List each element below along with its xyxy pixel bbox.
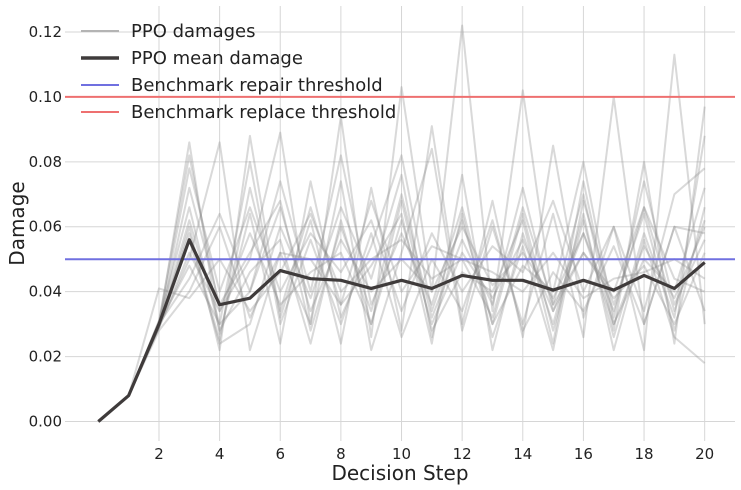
ppo-damage-line-6 [97, 154, 706, 423]
x-axis-label: Decision Step [331, 461, 468, 485]
x-tick-label-20: 20 [695, 445, 714, 463]
x-tick-label-6: 6 [275, 445, 285, 463]
tick-labels: 2 4 6 8 10 12 14 16 18 20 0.00 0.02 0.04 0.06 0.08 0.10… [29, 23, 715, 463]
x-tick-label-2: 2 [154, 445, 164, 463]
ppo-damage-line-10 [97, 199, 706, 423]
ppo-damage-line-11 [97, 160, 705, 423]
ppo-damage-line-12 [97, 173, 706, 423]
ppo-damage-line-9 [97, 167, 706, 423]
x-tick-label-10: 10 [392, 445, 411, 463]
y-tick-label-0.00: 0.00 [29, 413, 62, 431]
ppo-damage-line-15 [97, 219, 706, 423]
legend-label-4: Benchmark replace threshold [131, 102, 396, 123]
legend-label-2: PPO mean damage [131, 48, 303, 69]
ppo-damage-line-4 [97, 173, 706, 423]
legend-label-1: PPO damages [131, 21, 256, 42]
threshold-lines [65, 95, 735, 261]
ppo-damage-line-7 [97, 95, 706, 423]
x-tick-label-16: 16 [574, 445, 593, 463]
ppo-mean-damage-line [97, 238, 706, 423]
y-tick-label-0.06: 0.06 [29, 218, 62, 236]
x-tick-label-14: 14 [513, 445, 532, 463]
ppo-damage-line-8 [97, 180, 706, 423]
ppo-damage-line-1 [97, 135, 706, 423]
y-tick-label-0.12: 0.12 [29, 23, 62, 41]
x-tick-label-12: 12 [453, 445, 472, 463]
legend-label-3: Benchmark repair threshold [131, 75, 383, 96]
y-tick-label-0.10: 0.10 [29, 88, 62, 106]
x-tick-label-4: 4 [215, 445, 225, 463]
x-tick-label-18: 18 [635, 445, 654, 463]
y-tick-label-0.04: 0.04 [29, 283, 62, 301]
x-tick-label-8: 8 [336, 445, 346, 463]
legend: PPO damages PPO mean damage Benchmark repa… [81, 21, 396, 123]
ppo-damage-line-2 [97, 53, 706, 423]
y-tick-label-0.02: 0.02 [29, 348, 62, 366]
y-axis-label: Damage [5, 181, 29, 265]
y-tick-label-0.08: 0.08 [29, 153, 62, 171]
ppo-mean-line-group [97, 238, 706, 423]
